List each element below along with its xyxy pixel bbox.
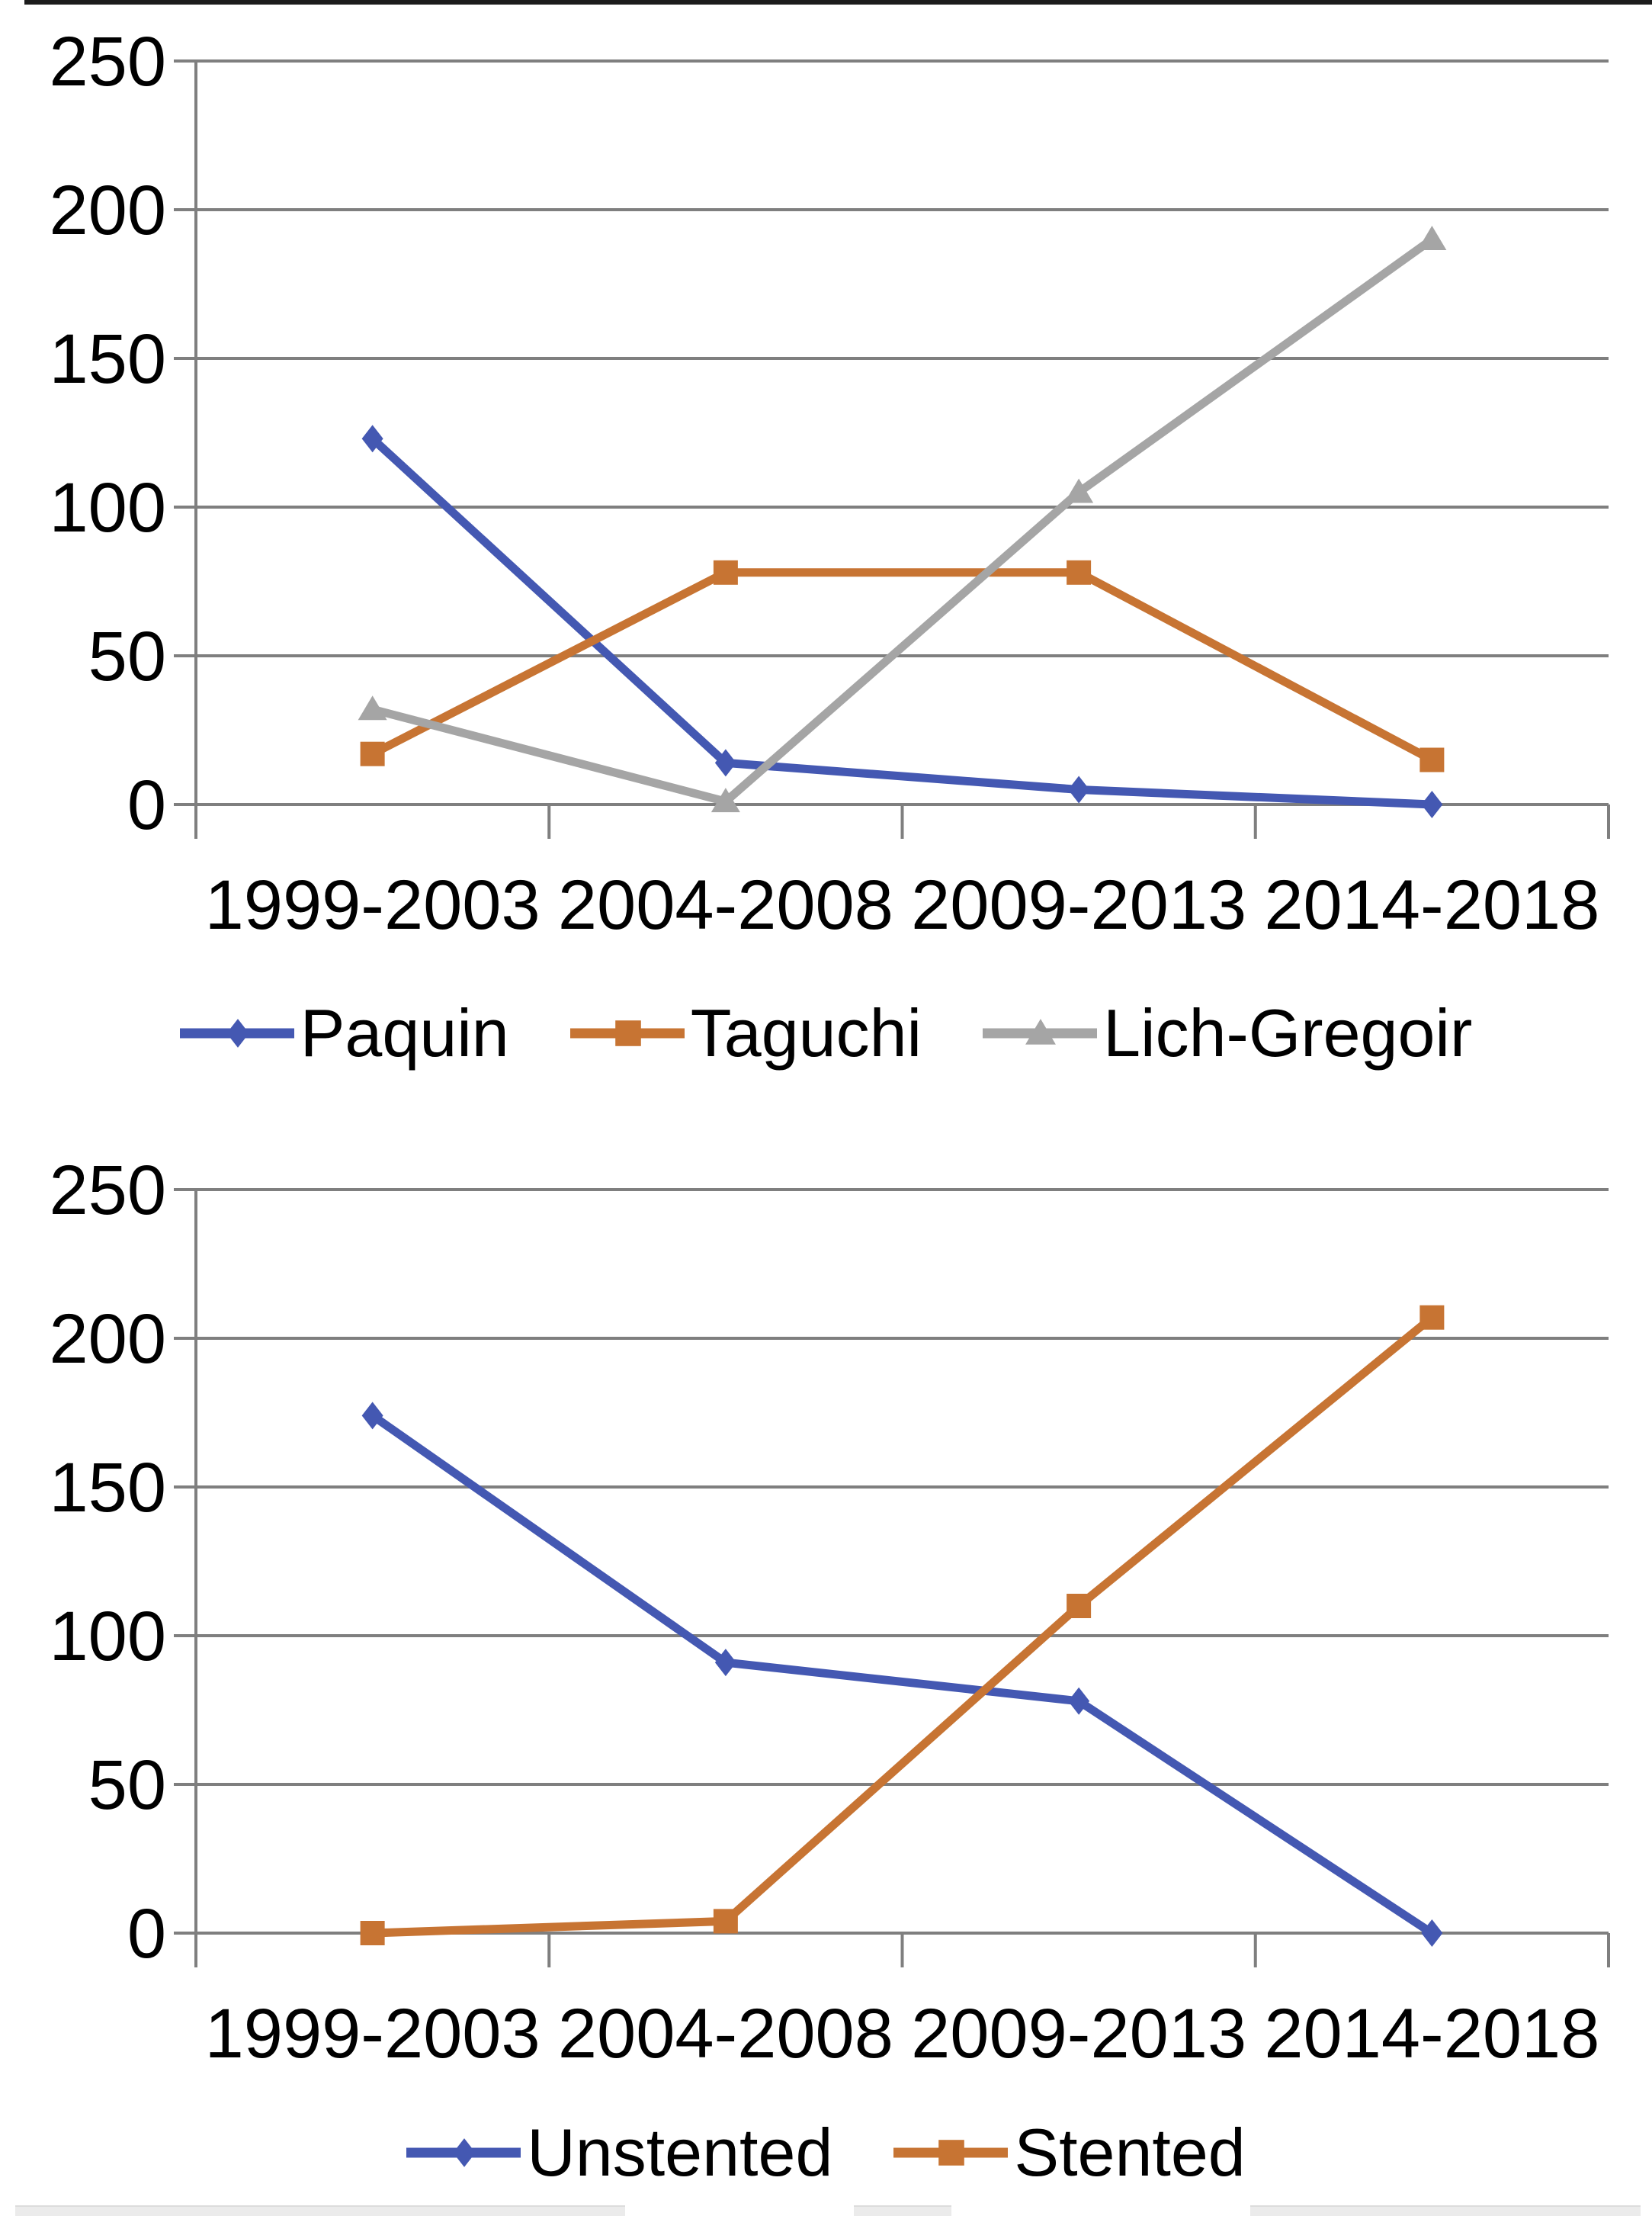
legend-marker-square-icon (569, 1020, 685, 1046)
y-axis-tick-label: 150 (50, 1449, 167, 1527)
series-line-taguchi (368, 568, 1436, 764)
x-axis-label: 1999-2003 (205, 866, 541, 944)
legend-marker-unstented (453, 2138, 476, 2167)
legend-marker-diamond-icon (179, 1019, 294, 1048)
x-axis-label: 2004-2008 (558, 866, 893, 944)
data-point-taguchi (713, 560, 738, 585)
y-axis-tick-label: 0 (127, 1895, 166, 1973)
stenting-line-chart: 0 50 100 150 200 250 1999-2003 2004-2008 2009-20… (50, 1151, 1610, 2073)
data-point-unstented (714, 1649, 736, 1677)
data-point-paquin (714, 749, 736, 777)
data-point-taguchi (360, 741, 385, 766)
y-axis-tick-label: 50 (88, 1746, 166, 1824)
data-point-lich-gregoir (1064, 478, 1094, 503)
y-axis-tick-label: 50 (88, 618, 166, 695)
data-point-unstented (1068, 1687, 1090, 1715)
y-axis-tick-label: 200 (50, 1300, 167, 1378)
data-point-taguchi (1067, 560, 1092, 585)
x-axis-label: 2004-2008 (558, 1995, 893, 2073)
y-axis-tick-label: 250 (50, 23, 167, 101)
legend-item-stented: Stented (893, 2115, 1246, 2190)
legend-marker-triangle-icon (983, 1019, 1098, 1045)
legend-marker-lich-gregoir (1025, 1019, 1057, 1045)
x-axis-label: 2014-2018 (1264, 1995, 1599, 2073)
data-point-unstented (361, 1402, 383, 1430)
legend-item-unstented: Unstented (406, 2119, 832, 2186)
legend-label-taguchi: Taguchi (690, 995, 922, 1071)
data-point-taguchi (1419, 747, 1445, 772)
x-axis-label: 1999-2003 (205, 1995, 541, 2073)
legend-marker-square-icon (893, 2140, 1009, 2166)
legend-label-stented: Stented (1014, 2115, 1246, 2190)
legend-marker-paquin (226, 1019, 249, 1048)
legend-label-paquin: Paquin (300, 995, 509, 1071)
data-point-unstented (1421, 1919, 1443, 1947)
techniques-line-chart: 0 50 100 150 200 250 1999-2003 2004-2008 2009-20… (50, 23, 1610, 944)
bottom-edge-artifact (15, 2205, 625, 2216)
top-edge-artifact (24, 0, 1652, 5)
bottom-edge-artifact (854, 2205, 951, 2216)
data-point-paquin (1068, 776, 1090, 804)
techniques-legend: Paquin Taguchi Lich-Gregoir (0, 976, 1652, 1090)
x-axis-label: 2009-2013 (911, 866, 1246, 944)
legend-marker-stented (938, 2140, 965, 2166)
data-point-paquin (1421, 791, 1443, 818)
x-axis-label: 2014-2018 (1264, 866, 1599, 944)
stenting-legend: Unstented Stented (0, 2096, 1652, 2210)
y-axis-tick-label: 150 (50, 320, 167, 398)
data-point-stented (713, 1909, 738, 1934)
data-point-lich-gregoir (358, 695, 387, 721)
stenting-chart-block: 0 50 100 150 200 250 1999-2003 2004-2008 2009-20… (0, 1129, 1652, 2210)
data-point-stented (1419, 1305, 1445, 1330)
data-point-paquin (361, 425, 383, 453)
series-line-stented (368, 1313, 1436, 1938)
legend-label-lich-gregoir: Lich-Gregoir (1103, 995, 1473, 1071)
x-axis-label: 2009-2013 (911, 1995, 1246, 2073)
legend-item-lich-gregoir: Lich-Gregoir (983, 1000, 1472, 1067)
y-axis-tick-label: 0 (127, 766, 166, 844)
legend-item-taguchi: Taguchi (569, 995, 922, 1071)
series-line-paquin (368, 434, 1436, 809)
y-axis-tick-label: 100 (50, 469, 167, 547)
data-point-stented (360, 1921, 385, 1945)
data-point-lich-gregoir (711, 788, 740, 813)
series-line-lich-gregoir (368, 235, 1436, 806)
legend-label-unstented: Unstented (527, 2115, 833, 2190)
data-point-stented (1067, 1594, 1092, 1618)
bottom-edge-artifact (1250, 2205, 1641, 2216)
techniques-chart-block: 0 50 100 150 200 250 1999-2003 2004-2008 2009-20… (0, 0, 1652, 1090)
y-axis-tick-label: 200 (50, 172, 167, 249)
legend-marker-diamond-icon (406, 2138, 521, 2167)
data-point-lich-gregoir (1417, 226, 1447, 250)
series-line-unstented (368, 1411, 1436, 1938)
y-axis-tick-label: 100 (50, 1598, 167, 1675)
legend-item-paquin: Paquin (179, 995, 509, 1071)
legend-marker-taguchi (614, 1020, 641, 1046)
y-axis-tick-label: 250 (50, 1151, 167, 1229)
